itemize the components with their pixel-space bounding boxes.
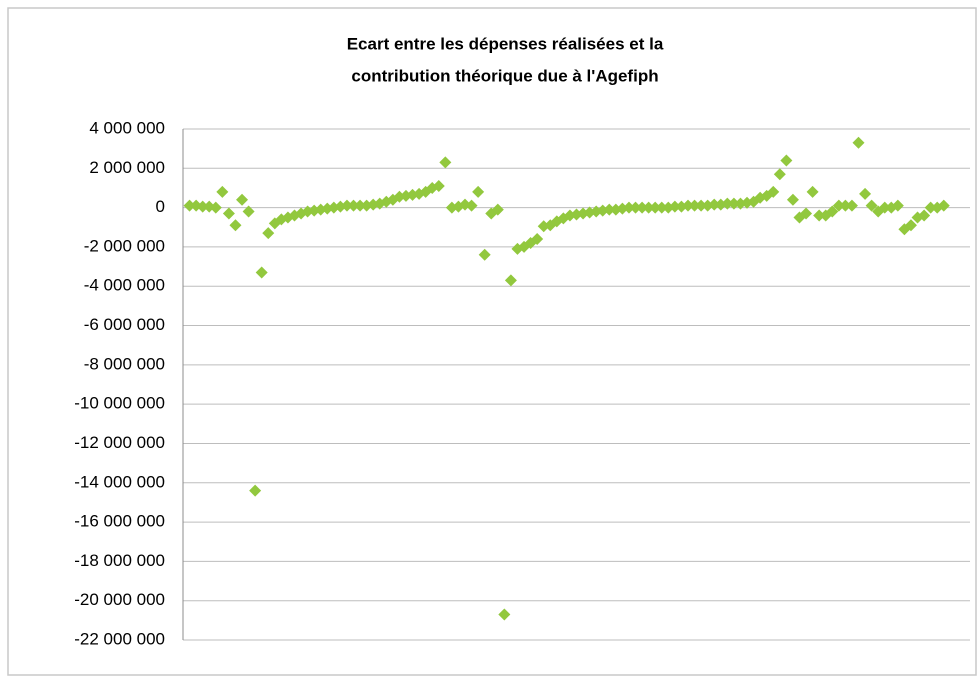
point xyxy=(852,136,865,149)
point xyxy=(465,199,478,212)
point xyxy=(347,199,360,212)
y-tick-label: -12 000 000 xyxy=(74,433,165,452)
point xyxy=(255,266,268,279)
point xyxy=(183,199,196,212)
point xyxy=(924,201,937,214)
point xyxy=(780,154,793,167)
point xyxy=(839,199,852,212)
point xyxy=(491,203,504,216)
point xyxy=(354,199,367,212)
point xyxy=(222,207,235,220)
point xyxy=(904,219,917,232)
point xyxy=(859,187,872,200)
point xyxy=(262,227,275,240)
y-tick-label: -4 000 000 xyxy=(84,276,165,295)
y-tick-label: -6 000 000 xyxy=(84,315,165,334)
point xyxy=(340,199,353,212)
point xyxy=(832,199,845,212)
point xyxy=(813,209,826,222)
point xyxy=(688,199,701,212)
point xyxy=(767,185,780,198)
point xyxy=(504,274,517,287)
point xyxy=(642,201,655,214)
y-tick-label: -22 000 000 xyxy=(74,629,165,648)
point xyxy=(498,608,511,621)
y-tick-label: -10 000 000 xyxy=(74,394,165,413)
point xyxy=(878,201,891,214)
point xyxy=(655,201,668,214)
point xyxy=(649,201,662,214)
y-tick-label: 0 xyxy=(156,197,165,216)
point xyxy=(918,209,931,222)
point xyxy=(668,200,681,213)
point xyxy=(209,201,222,214)
chart-title: Ecart entre les dépenses réalisées et la xyxy=(347,34,664,53)
point xyxy=(681,199,694,212)
point xyxy=(242,205,255,218)
point xyxy=(708,198,721,211)
point xyxy=(432,179,445,192)
point xyxy=(229,219,242,232)
y-tick-label: 4 000 000 xyxy=(89,118,165,137)
point xyxy=(786,193,799,206)
point xyxy=(622,201,635,214)
point xyxy=(472,185,485,198)
point xyxy=(865,199,878,212)
point xyxy=(695,199,708,212)
point xyxy=(727,197,740,210)
y-tick-label: -14 000 000 xyxy=(74,472,165,491)
point xyxy=(800,207,813,220)
y-tick-label: -2 000 000 xyxy=(84,236,165,255)
point xyxy=(937,199,950,212)
y-tick-label: -8 000 000 xyxy=(84,354,165,373)
point xyxy=(721,197,734,210)
point xyxy=(845,199,858,212)
chart-frame xyxy=(7,7,977,676)
point xyxy=(891,199,904,212)
point xyxy=(216,185,229,198)
y-tick-label: -20 000 000 xyxy=(74,590,165,609)
point xyxy=(636,201,649,214)
y-tick-label: 2 000 000 xyxy=(89,158,165,177)
point xyxy=(478,248,491,261)
y-tick-label: -16 000 000 xyxy=(74,512,165,531)
point xyxy=(806,185,819,198)
point xyxy=(439,156,452,169)
point xyxy=(249,484,262,497)
point xyxy=(531,233,544,246)
point xyxy=(773,168,786,181)
point xyxy=(826,205,839,218)
y-tick-label: -18 000 000 xyxy=(74,551,165,570)
point xyxy=(629,201,642,214)
point xyxy=(603,203,616,216)
point xyxy=(236,193,249,206)
point xyxy=(196,200,209,213)
chart-title: contribution théorique due à l'Agefiph xyxy=(351,66,658,85)
